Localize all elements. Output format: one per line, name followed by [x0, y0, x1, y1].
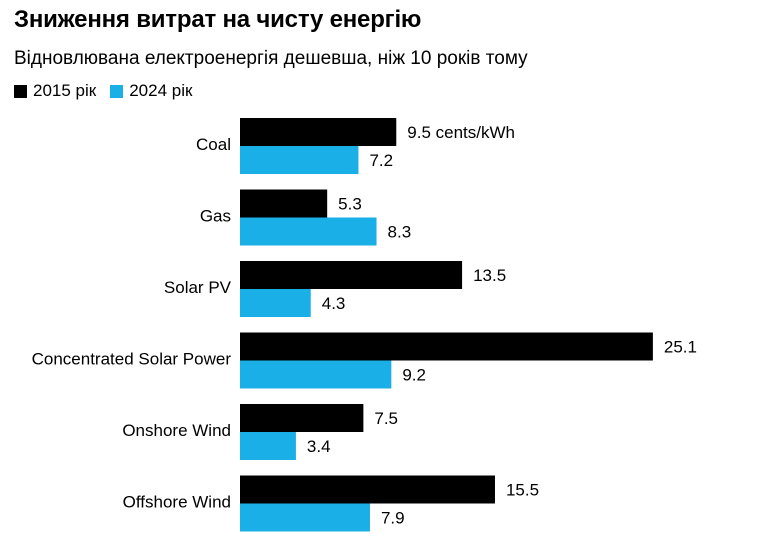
category-label-offshore-wind: Offshore Wind: [123, 493, 231, 512]
category-label-solar-pv: Solar PV: [164, 278, 232, 297]
bar-solar-pv-2024: [240, 289, 311, 317]
value-label-solar-pv-2015: 13.5: [473, 266, 506, 285]
bar-coal-2015: [240, 118, 397, 146]
bar-gas-2024: [240, 217, 377, 246]
value-label-onshore-wind-2015: 7.5: [374, 409, 398, 428]
value-label-gas-2024: 8.3: [388, 223, 412, 242]
category-label-onshore-wind: Onshore Wind: [122, 421, 231, 440]
legend-label-2024: 2024 рік: [129, 81, 193, 100]
value-label-coal-2015: 9.5 cents/kWh: [407, 123, 515, 142]
legend-swatch-2015: [14, 84, 27, 98]
bar-solar-pv-2015: [240, 261, 463, 289]
category-label-concentrated-solar-power: Concentrated Solar Power: [32, 350, 232, 369]
bar-onshore-wind-2015: [240, 404, 364, 432]
bar-offshore-wind-2015: [240, 475, 495, 504]
bar-concentrated-solar-power-2015: [240, 332, 653, 361]
category-label-coal: Coal: [196, 135, 231, 154]
bar-gas-2015: [240, 189, 328, 218]
category-label-gas: Gas: [200, 207, 231, 226]
legend: 2015 рік 2024 рік: [14, 81, 206, 101]
legend-swatch-2024: [110, 84, 124, 98]
bar-onshore-wind-2024: [240, 432, 296, 460]
legend-item-2024: 2024 рік: [110, 81, 192, 101]
bar-concentrated-solar-power-2024: [240, 360, 392, 389]
value-label-offshore-wind-2024: 7.9: [381, 509, 405, 528]
value-label-solar-pv-2024: 4.3: [322, 294, 346, 313]
legend-item-2015: 2015 рік: [14, 81, 96, 101]
chart-title: Зниження витрат на чисту енергію: [14, 6, 422, 33]
bar-coal-2024: [240, 146, 359, 174]
value-label-offshore-wind-2015: 15.5: [506, 481, 539, 500]
legend-label-2015: 2015 рік: [33, 81, 97, 100]
chart-subtitle: Відновлювана електроенергія дешевша, ніж…: [14, 48, 528, 69]
bar-offshore-wind-2024: [240, 503, 370, 532]
value-label-gas-2015: 5.3: [338, 195, 362, 214]
value-label-concentrated-solar-power-2024: 9.2: [402, 366, 426, 385]
value-label-onshore-wind-2024: 3.4: [307, 437, 331, 456]
value-label-concentrated-solar-power-2015: 25.1: [664, 338, 697, 357]
value-label-coal-2024: 7.2: [369, 151, 393, 170]
